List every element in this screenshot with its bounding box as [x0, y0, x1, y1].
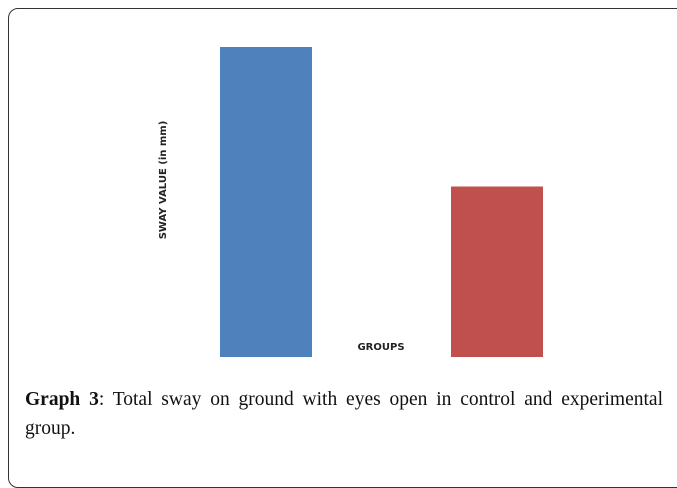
caption-label: Graph 3 [25, 389, 99, 410]
y-axis-label: SWAY VALUE (in mm) [158, 121, 169, 240]
caption: Graph 3: Total sway on ground with eyes … [25, 385, 663, 443]
chart: SWAY VALUE (in mm) GROUPS [158, 47, 543, 357]
caption-text: : Total sway on ground with eyes open in… [25, 389, 663, 439]
bar [451, 186, 543, 357]
page: SWAY VALUE (in mm) GROUPS Graph 3: Total… [8, 8, 677, 488]
bar [220, 47, 312, 357]
x-axis-label: GROUPS [357, 342, 404, 353]
